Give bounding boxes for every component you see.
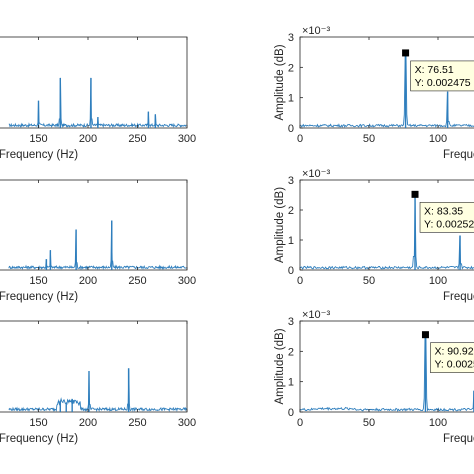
right-plot-2: 0 50 100 Freque 0 1 2 3 ×10⁻³ Amplitude (dB) X: 83… bbox=[274, 168, 474, 303]
datatip-marker bbox=[421, 331, 429, 339]
y-tick-label: 2 bbox=[288, 205, 294, 217]
x-tick-label: 300 bbox=[178, 275, 196, 287]
x-tick-label: 200 bbox=[79, 133, 97, 145]
x-tick-label: 250 bbox=[128, 275, 146, 287]
axes-box bbox=[0, 179, 188, 271]
y-exponent: ×10⁻³ bbox=[302, 309, 330, 321]
datatip-y: Y: 0.002475 bbox=[415, 77, 471, 89]
x-tick-label: 0 bbox=[297, 133, 303, 145]
spectrum-line bbox=[8, 220, 187, 271]
x-tick-label: 300 bbox=[178, 417, 196, 429]
datatip-x: X: 90.92 bbox=[434, 346, 473, 358]
axes-box bbox=[0, 320, 188, 413]
y-axis-label: Amplitude (dB) bbox=[274, 44, 286, 120]
x-tick-label: 150 bbox=[29, 133, 47, 145]
datatip-marker bbox=[402, 49, 410, 57]
x-tick-label: 150 bbox=[29, 417, 47, 429]
x-axis-label: Frequency (Hz) bbox=[0, 291, 78, 303]
x-axis-label: Freque bbox=[443, 149, 474, 161]
x-axis-label: Frequency (Hz) bbox=[0, 433, 78, 445]
y-tick-label: 1 bbox=[288, 235, 294, 247]
x-axis-label: Freque bbox=[443, 291, 474, 303]
y-tick-label: 3 bbox=[288, 316, 294, 328]
axes-box bbox=[0, 36, 188, 129]
y-exponent: ×10⁻³ bbox=[302, 25, 330, 37]
y-tick-label: 3 bbox=[288, 32, 294, 44]
y-tick-label: 2 bbox=[288, 62, 294, 74]
y-axis-label: Amplitude (dB) bbox=[274, 328, 286, 404]
x-tick-label: 200 bbox=[79, 417, 97, 429]
x-tick-label: 100 bbox=[429, 275, 447, 287]
y-exponent: ×10⁻³ bbox=[302, 168, 330, 180]
datatip-box bbox=[430, 342, 474, 373]
left-plot-2: 150 200 250 300 Frequency (Hz) bbox=[0, 179, 196, 303]
y-tick-label: 2 bbox=[288, 346, 294, 358]
x-tick-label: 250 bbox=[128, 417, 146, 429]
spectrum-line bbox=[8, 368, 187, 413]
left-plot-3: 150 200 250 300 Frequency (Hz) bbox=[0, 320, 196, 445]
y-tick-label: 1 bbox=[288, 93, 294, 105]
datatip-x: X: 76.51 bbox=[415, 64, 454, 76]
spectrum-line bbox=[299, 52, 474, 128]
x-tick-label: 0 bbox=[297, 417, 303, 429]
y-tick-label: 0 bbox=[288, 265, 294, 277]
datatip-y: Y: 0.002549 bbox=[434, 359, 474, 371]
right-plot-3: 0 50 100 Freque 0 1 2 3 ×10⁻³ Amplitude (dB) X: 90… bbox=[274, 309, 474, 445]
x-tick-label: 150 bbox=[29, 275, 47, 287]
x-tick-label: 250 bbox=[128, 133, 146, 145]
datatip-box bbox=[410, 60, 474, 92]
y-tick-label: 3 bbox=[288, 175, 294, 187]
x-tick-label: 100 bbox=[429, 417, 447, 429]
datatip-box bbox=[419, 202, 474, 233]
x-tick-label: 300 bbox=[178, 133, 196, 145]
y-tick-label: 0 bbox=[288, 407, 294, 419]
x-axis-label: Freque bbox=[443, 433, 474, 445]
x-axis-label: Frequency (Hz) bbox=[0, 149, 78, 161]
y-tick-label: 1 bbox=[288, 377, 294, 389]
x-tick-label: 100 bbox=[429, 133, 447, 145]
x-tick-label: 0 bbox=[297, 275, 303, 287]
spectrum-line bbox=[299, 334, 474, 412]
y-axis-label: Amplitude (dB) bbox=[274, 187, 286, 263]
spectrum-line bbox=[299, 194, 474, 270]
x-tick-label: 50 bbox=[363, 275, 375, 287]
left-plot-1: 150 200 250 300 Frequency (Hz) bbox=[0, 36, 196, 161]
right-plot-1: 0 50 100 Freque 0 1 2 3 ×10⁻³ Amplitude (dB) X: 76… bbox=[274, 25, 474, 161]
datatip-marker bbox=[411, 190, 419, 198]
x-tick-label: 200 bbox=[79, 275, 97, 287]
datatip-y: Y: 0.002522 bbox=[424, 218, 474, 230]
datatip-x: X: 83.35 bbox=[424, 205, 463, 217]
y-tick-label: 0 bbox=[288, 123, 294, 135]
x-tick-label: 50 bbox=[363, 417, 375, 429]
x-tick-label: 50 bbox=[363, 133, 375, 145]
